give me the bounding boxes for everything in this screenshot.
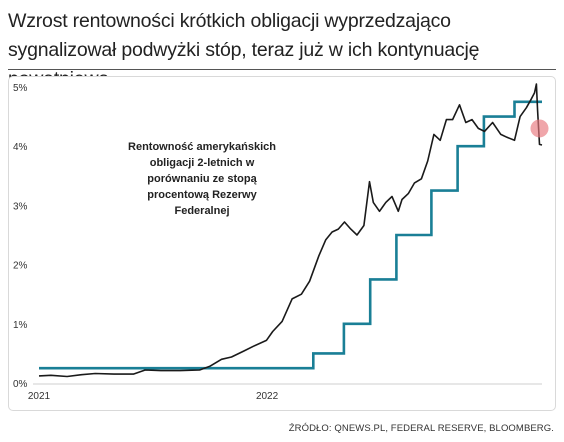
x-axis-ticks: 2021 2022 (28, 391, 279, 402)
chart-annotation: Rentowność amerykańskich obligacji 2-letn… (128, 141, 276, 217)
annotation-line: Rentowność amerykańskich (128, 141, 276, 153)
annotation-line: porównaniu ze stopą (147, 173, 257, 185)
x-tick-label: 2021 (28, 391, 51, 402)
highlight-marker (530, 119, 549, 138)
series-line-2y-yield (38, 83, 543, 378)
series-line-fed-rate (39, 100, 542, 370)
annotation-line: procentową Rezerwy (147, 189, 257, 201)
yield-vs-fed-rate-chart: 0% 1% 2% 3% 4% 5% 2021 2022 Rentowność ameryka… (13, 83, 549, 402)
y-tick-label: 2% (13, 261, 28, 272)
y-tick-label: 3% (13, 201, 28, 212)
headline-divider (8, 69, 556, 70)
source-note: ŹRÓDŁO: QNEWS.PL, FEDERAL RESERVE, BLOOM… (288, 423, 554, 434)
annotation-line: obligacji 2-letnich w (150, 157, 255, 169)
y-axis-ticks: 0% 1% 2% 3% 4% 5% (13, 83, 28, 390)
y-tick-label: 1% (13, 320, 28, 331)
y-tick-label: 0% (13, 379, 28, 390)
annotation-line: Federalnej (174, 205, 229, 217)
y-tick-label: 4% (13, 142, 28, 153)
y-tick-label: 5% (13, 83, 28, 94)
chart-panel: 0% 1% 2% 3% 4% 5% 2021 2022 Rentowność ameryka… (8, 76, 556, 411)
x-tick-label: 2022 (256, 391, 279, 402)
